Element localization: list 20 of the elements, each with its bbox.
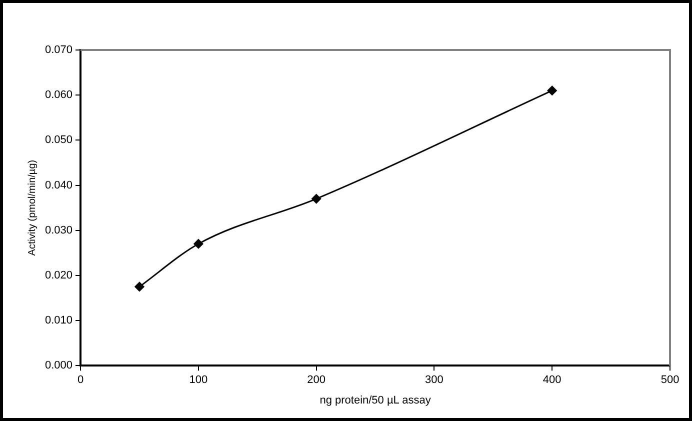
x-tick-label: 300 (425, 374, 444, 386)
y-tick-label: 0.040 (44, 179, 73, 192)
point (547, 86, 557, 96)
y-tick-label: 0.060 (44, 89, 73, 102)
x-tick-label: 100 (189, 374, 208, 386)
x-tick-label: 200 (307, 374, 326, 386)
y-tick-label: 0.020 (44, 269, 73, 282)
y-tick-label: 0.010 (44, 314, 73, 327)
x-tick-label: 500 (660, 374, 680, 386)
point (194, 239, 204, 249)
x-tick-label: 400 (542, 374, 562, 386)
y-axis-title: Activity (pmol/min/µg) (26, 160, 38, 256)
x-axis-title: ng protein/50 µL assay (320, 394, 432, 406)
y-tick-label: 0.050 (44, 134, 73, 146)
y-tick-label: 0.070 (44, 44, 73, 56)
point (312, 194, 322, 204)
x-tick-label: 0 (77, 374, 84, 386)
y-tick-label: 0.000 (44, 360, 73, 372)
point (134, 282, 144, 292)
y-tick-label: 0.030 (44, 224, 73, 236)
